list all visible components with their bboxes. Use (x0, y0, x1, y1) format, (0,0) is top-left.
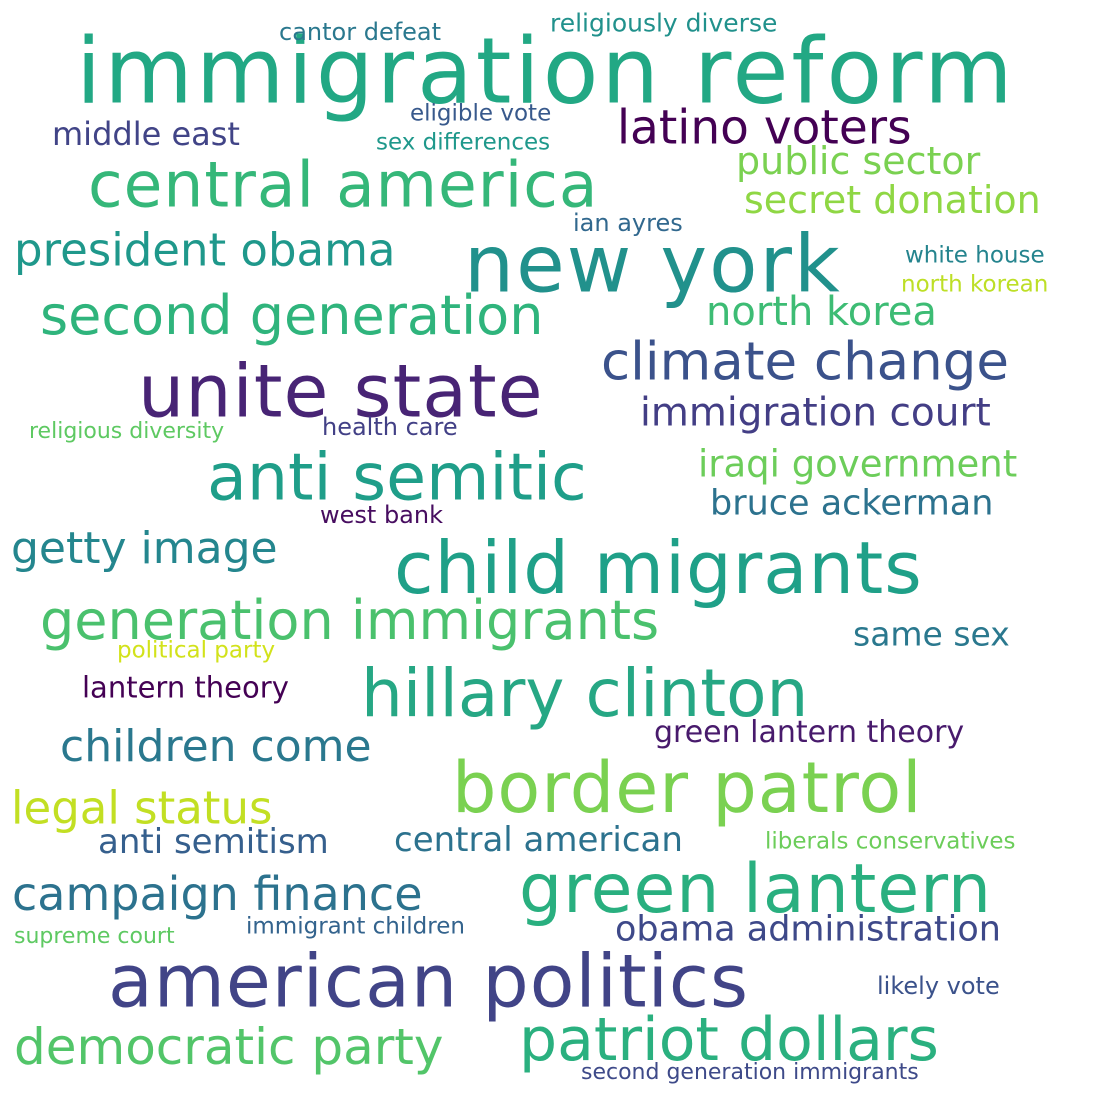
word-campaign-finance: campaign finance (12, 871, 423, 917)
word-liberals-conservatives: liberals conservatives (765, 831, 1016, 854)
word-same-sex: same sex (853, 618, 1010, 651)
word-green-lantern-theory: green lantern theory (654, 718, 964, 748)
word-president-obama: president obama (14, 228, 396, 273)
word-public-sector: public sector (736, 142, 980, 180)
word-religious-diversity: religious diversity (29, 421, 224, 443)
word-cantor-defeat: cantor defeat (279, 20, 441, 44)
word-anti-semitism: anti semitism (98, 825, 329, 859)
word-west-bank: west bank (320, 503, 443, 527)
word-supreme-court: supreme court (14, 926, 175, 948)
word-middle-east: middle east (52, 118, 240, 150)
word-likely-vote: likely vote (877, 974, 1000, 998)
word-lantern-theory: lantern theory (82, 674, 289, 703)
word-north-korean: north korean (901, 274, 1048, 297)
word-border-patrol: border patrol (452, 753, 923, 823)
word-eligible-vote: eligible vote (410, 103, 551, 126)
word-second-generation: second generation (40, 289, 543, 343)
word-political-party: political party (117, 640, 275, 663)
word-children-come: children come (60, 725, 372, 769)
word-white-house: white house (905, 245, 1045, 268)
word-getty-image: getty image (11, 527, 278, 571)
word-sex-differences: sex differences (376, 132, 550, 155)
word-immigrant-children: immigrant children (246, 916, 465, 939)
word-bruce-ackerman: bruce ackerman (710, 487, 993, 522)
word-health-care: health care (322, 415, 458, 439)
word-democratic-party: democratic party (14, 1022, 444, 1072)
word-obama-administration: obama administration (615, 913, 1001, 948)
word-religiously-diverse: religiously diverse (550, 11, 777, 36)
word-iraqi-government: iraqi government (698, 446, 1017, 483)
word-north-korea: north korea (706, 292, 937, 332)
word-ian-ayres: ian ayres (573, 211, 683, 235)
word-immigration-court: immigration court (640, 394, 991, 433)
word-climate-change: climate change (601, 336, 1009, 389)
word-secret-donation: secret donation (744, 181, 1041, 219)
word-central-american: central american (394, 823, 683, 857)
word-second-generation-immigrants: second generation immigrants (581, 1062, 919, 1084)
word-central-america: central america (88, 154, 598, 217)
